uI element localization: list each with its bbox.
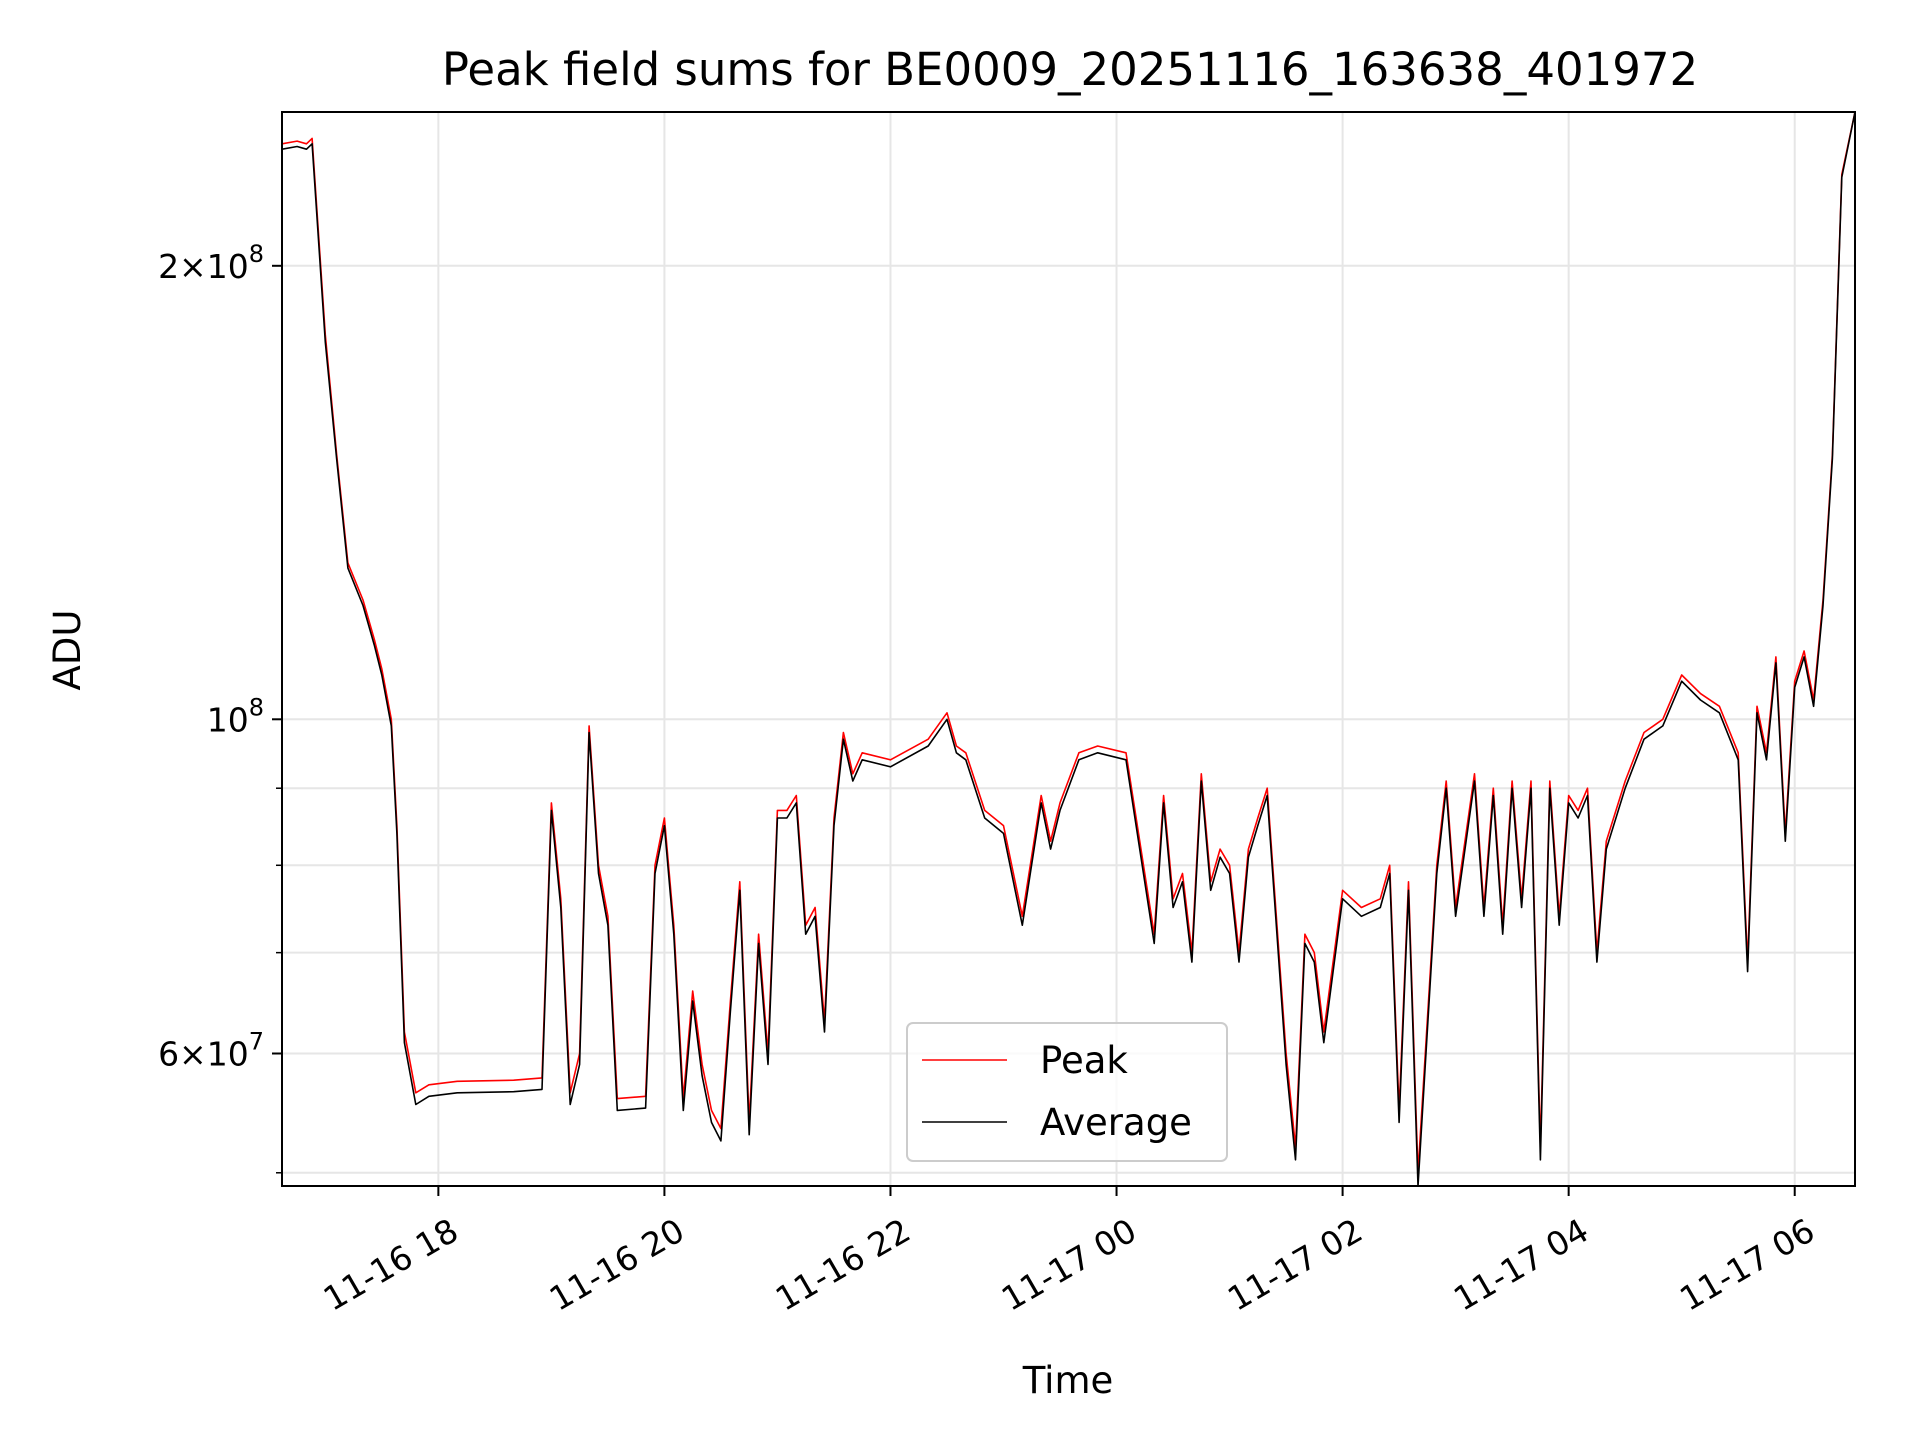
- legend-box: [906, 1022, 1228, 1162]
- series-line-average: [282, 112, 1855, 1186]
- y-tick-label: 6×107: [158, 1027, 264, 1073]
- plot-frame: [281, 111, 1856, 1187]
- chart-title: Peak field sums for BE0009_20251116_1636…: [442, 43, 1698, 96]
- legend-label-peak: Peak: [1040, 1039, 1128, 1082]
- legend: Peak Average: [906, 1022, 1228, 1162]
- x-axis-label: Time: [1022, 1359, 1114, 1402]
- y-axis-label: ADU: [46, 610, 89, 691]
- y-tick-label: 2×108: [158, 240, 264, 286]
- legend-label-average: Average: [1040, 1101, 1192, 1144]
- y-tick-label: 108: [207, 693, 264, 739]
